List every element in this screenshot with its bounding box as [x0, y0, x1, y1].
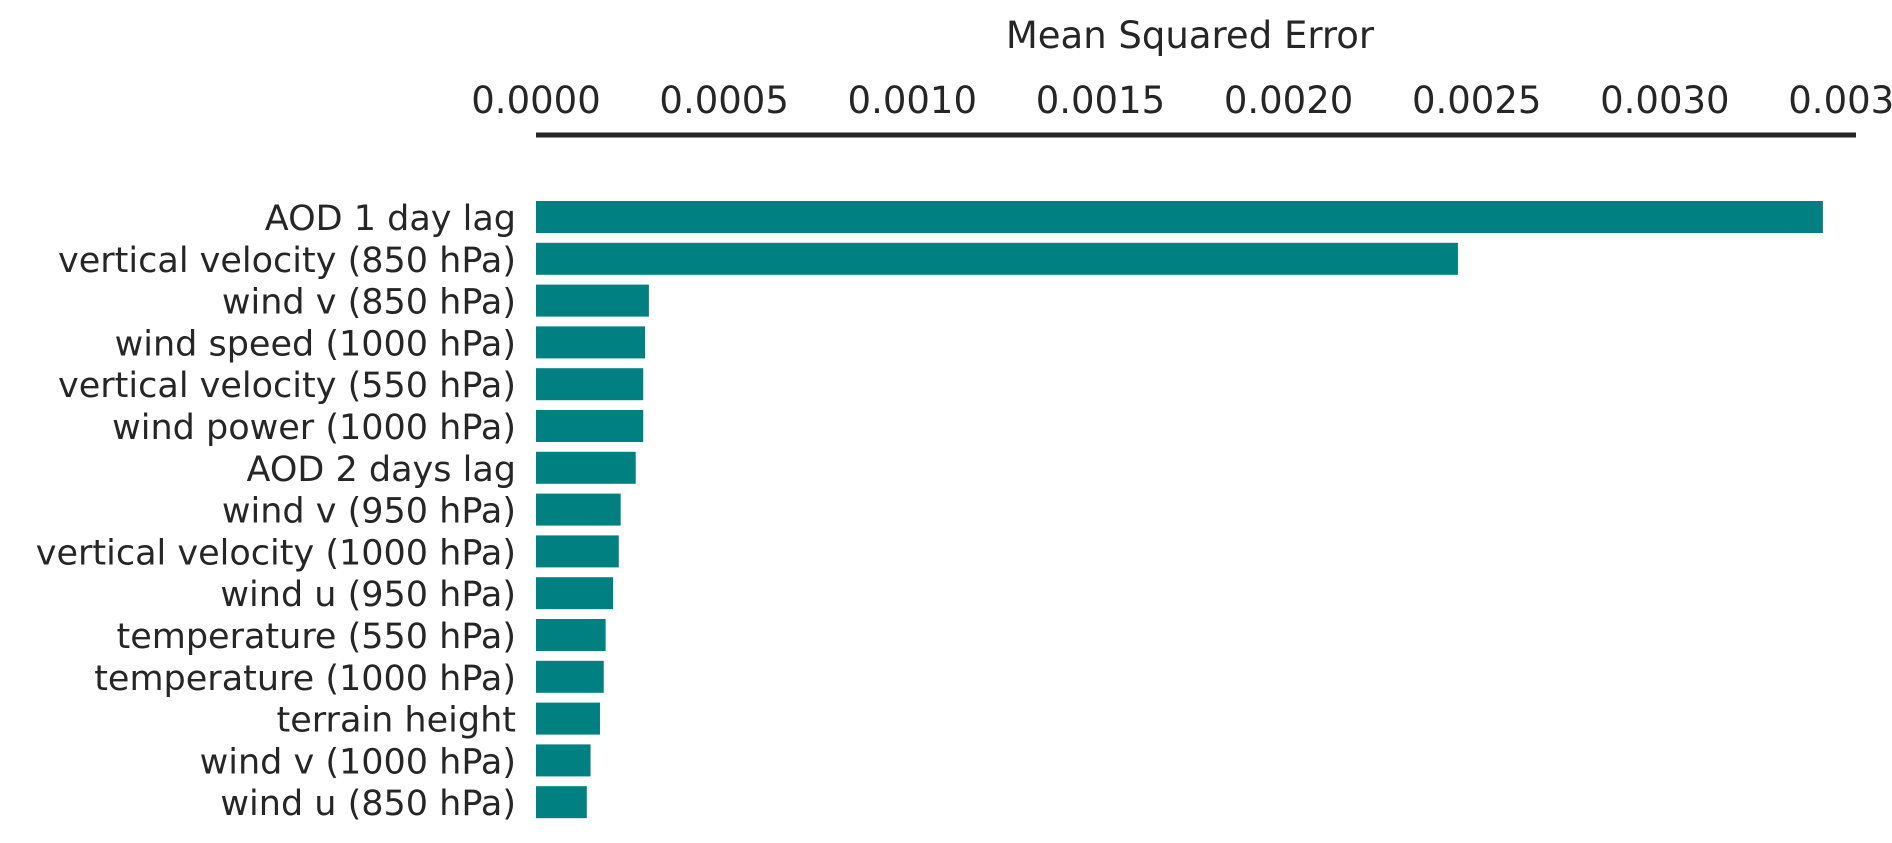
bars: [536, 201, 1823, 819]
category-label: wind speed (1000 hPa): [115, 324, 516, 364]
category-label: AOD 1 day lag: [265, 199, 516, 239]
category-label: temperature (550 hPa): [116, 617, 516, 657]
category-label: wind v (1000 hPa): [200, 742, 516, 782]
category-label: wind u (850 hPa): [220, 784, 516, 824]
bar: [536, 451, 636, 484]
bar: [536, 702, 600, 735]
x-tick-label: 0.0020: [1224, 79, 1353, 122]
bar: [536, 493, 621, 526]
bar: [536, 201, 1823, 233]
x-tick-labels: 0.0000 0.0005 0.0010 0.0015 0.0020 0.0025 0.00…: [471, 79, 1892, 122]
category-label: vertical velocity (550 hPa): [58, 366, 516, 406]
x-tick-label: 0.0005: [659, 79, 788, 122]
x-tick-label: 0.0030: [1600, 79, 1729, 122]
bar: [536, 326, 646, 359]
category-label: vertical velocity (1000 hPa): [36, 533, 516, 573]
x-tick-label: 0.0010: [848, 79, 977, 122]
bar: [536, 410, 644, 442]
bar: [536, 368, 644, 401]
bar: [536, 284, 649, 317]
category-label: AOD 2 days lag: [247, 450, 516, 490]
bar: [536, 744, 591, 777]
x-tick-label: 0.0025: [1412, 79, 1541, 122]
category-label: terrain height: [277, 701, 516, 741]
category-label: wind v (950 hPa): [222, 492, 516, 532]
bar: [536, 660, 604, 693]
bar: [536, 786, 587, 819]
category-label: vertical velocity (850 hPa): [58, 241, 516, 281]
bar: [536, 577, 614, 610]
x-axis-title: Mean Squared Error: [1006, 14, 1375, 57]
category-label: wind u (950 hPa): [220, 575, 516, 615]
x-tick-label: 0.0015: [1036, 79, 1165, 122]
category-label: wind v (850 hPa): [222, 283, 516, 323]
bar: [536, 619, 606, 651]
x-tick-label: 0.0000: [471, 79, 600, 122]
x-tick-label: 0.0035: [1788, 79, 1892, 122]
bar: [536, 535, 619, 568]
bar: [536, 242, 1458, 275]
category-label: temperature (1000 hPa): [94, 659, 516, 699]
category-label: wind power (1000 hPa): [112, 408, 516, 448]
